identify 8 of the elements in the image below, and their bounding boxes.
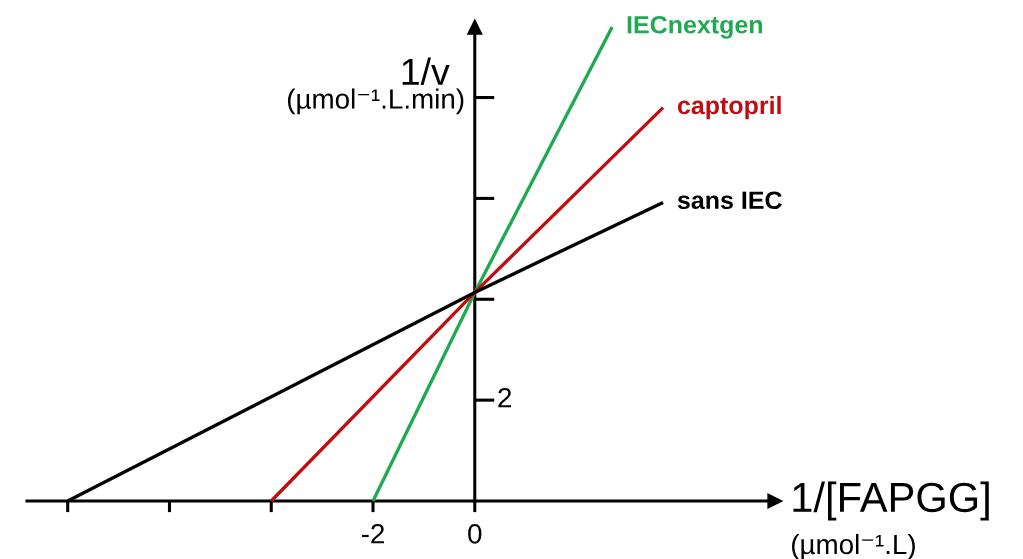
y-axis-title: 1/v (µmol⁻¹.L.min) [287, 57, 464, 115]
x-tick-label: -2 [361, 523, 384, 544]
x-axis-title: 1/[FAPGG] (µmol⁻¹.L) [792, 481, 989, 559]
series-label: IECnextgen [627, 15, 763, 39]
series-label: sans IEC [677, 191, 782, 210]
series-label: captopril [677, 95, 781, 120]
annotation: 2 [498, 387, 512, 408]
x-tick-label: 0 [468, 523, 482, 544]
